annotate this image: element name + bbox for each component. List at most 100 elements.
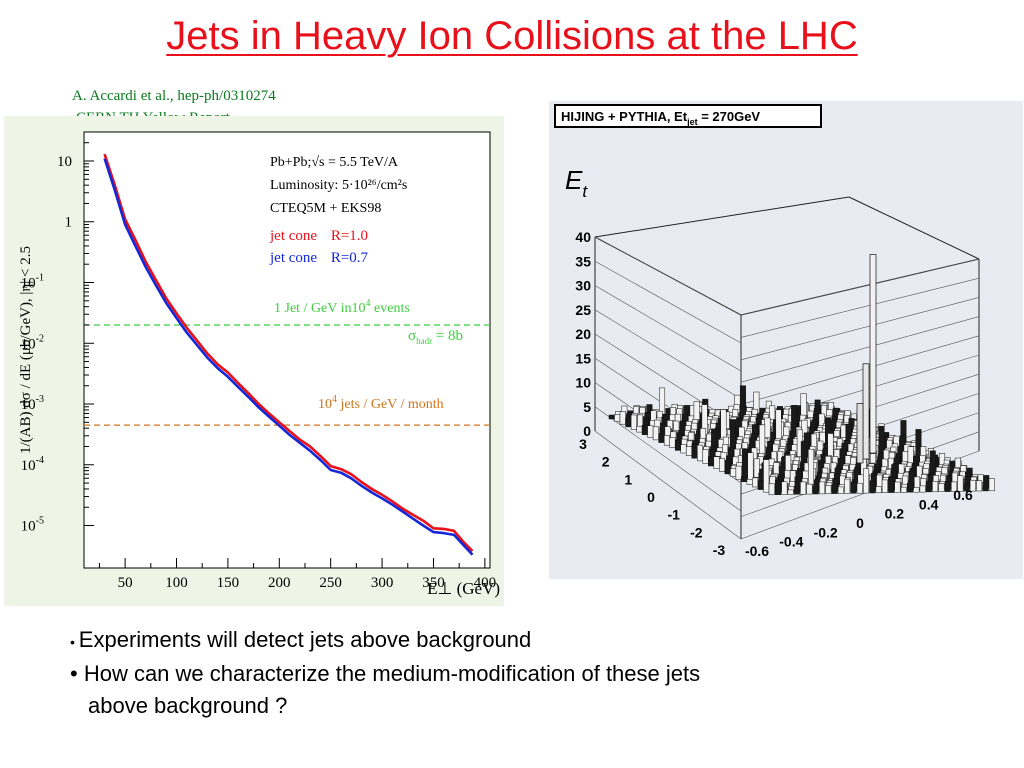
x-tick-label-100: 100 — [165, 575, 188, 591]
y-tick-label-3: 10-2 — [21, 333, 44, 352]
lego-jet-shoulder — [862, 363, 870, 460]
lego-bin — [619, 411, 626, 425]
lego-title-box — [554, 104, 822, 128]
legend-r07: jet cone R=0.7 — [269, 250, 369, 266]
lego-bin — [674, 439, 681, 451]
lego-bin — [894, 481, 901, 493]
lego-bin — [932, 481, 939, 493]
x-tick-label-50: 50 — [118, 575, 133, 591]
lego-z-label-text: E — [565, 165, 583, 195]
info-line-3: CTEQ5M + EKS98 — [270, 201, 381, 216]
lego-bin — [630, 414, 637, 430]
lego-frame-edge — [848, 196, 980, 260]
lego-bin — [702, 449, 709, 464]
y-tick-label-4: 10-3 — [21, 394, 44, 413]
lego-z-tick-10: 10 — [575, 375, 591, 391]
sigma-symbol: σ — [408, 328, 416, 344]
lego-bin — [869, 480, 876, 494]
lego-bin — [636, 425, 643, 433]
legend-r10-param: R=1.0 — [331, 228, 368, 244]
lego-grid-line — [594, 309, 742, 400]
lego-phi-tick--0.4: -0.4 — [779, 534, 803, 550]
lego-bin — [988, 478, 995, 492]
lego-title-tail: = 270GeV — [698, 109, 761, 124]
lego-bin — [913, 487, 920, 493]
lego-phi-tick--0.2: -0.2 — [814, 524, 838, 540]
lego-bin — [863, 468, 870, 494]
orange-line-label-tail: jets / GeV / month — [337, 397, 444, 412]
lego-bin — [713, 456, 720, 469]
legend-r07-text: jet cone — [269, 250, 317, 266]
lego-bin — [825, 485, 832, 495]
lego-phi-tick-0.4: 0.4 — [919, 496, 939, 512]
legend-r10: jet cone R=1.0 — [269, 228, 368, 244]
lego-bin — [719, 458, 726, 472]
lego-bin — [730, 468, 737, 477]
green-line-label-exp: 4 — [366, 298, 371, 309]
lego-jet-shoulder — [856, 403, 864, 464]
lego-bin — [747, 452, 754, 482]
lego-bin — [951, 481, 958, 492]
legend-r07-param: R=0.7 — [331, 250, 369, 266]
lego-bin — [608, 414, 615, 420]
lego-background — [549, 101, 1023, 579]
lego-grid-line — [594, 285, 742, 372]
orange-line-label-exp: 4 — [332, 394, 337, 405]
lego-bin — [831, 484, 838, 494]
slide-title: Jets in Heavy Ion Collisions at the LHC — [166, 14, 858, 58]
lego-eta-tick--1: -1 — [667, 507, 680, 523]
lego-z-tick-40: 40 — [575, 229, 591, 245]
lego-bin — [944, 481, 951, 492]
lego-z-tick-30: 30 — [575, 278, 591, 294]
jet-lego-plot: HIJING + PYTHIA, Etjet = 270GeV 40353025… — [549, 101, 1023, 579]
lego-title: HIJING + PYTHIA, Etjet = 270GeV — [561, 109, 760, 127]
lego-bin — [669, 437, 676, 448]
lego-bin — [763, 459, 770, 493]
lego-bin — [888, 476, 895, 493]
lego-bin — [806, 483, 813, 495]
sigma-annotation: σhadr = 8b — [408, 328, 463, 346]
bullet-list: • Experiments will detect jets above bac… — [70, 624, 700, 722]
y-tick-label-1: 1 — [65, 215, 73, 231]
lego-phi-tick--0.6: -0.6 — [745, 543, 769, 559]
lego-bin — [741, 448, 748, 480]
lego-grid-line — [740, 297, 980, 361]
series-line-r07 — [103, 158, 474, 556]
lego-bin — [757, 480, 764, 490]
y-tick-label-2: 10-1 — [21, 273, 44, 292]
lego-bin — [875, 486, 882, 494]
lego-bin — [982, 485, 989, 492]
lego-bin — [900, 486, 907, 493]
lego-z-tick-35: 35 — [575, 253, 591, 269]
lego-bin — [685, 446, 692, 456]
sigma-sub: hadr — [416, 336, 432, 346]
lego-eta-tick-3: 3 — [579, 436, 587, 452]
lego-bin — [691, 443, 698, 459]
lego-bin — [812, 486, 819, 495]
lego-bin — [663, 435, 670, 446]
lego-eta-tick-0: 0 — [647, 489, 655, 505]
lego-bin — [925, 480, 932, 493]
lego-bin — [680, 444, 687, 454]
bullet-text-1: Experiments will detect jets above backg… — [78, 627, 532, 652]
y-tick-label-6: 10-5 — [21, 516, 44, 535]
lego-grid-line — [594, 236, 742, 316]
lego-phi-tick-0: 0 — [856, 515, 864, 531]
lego-bin — [625, 417, 632, 428]
x-tick-label-200: 200 — [268, 575, 291, 591]
lego-bin — [768, 483, 775, 496]
legend-r10-text: jet cone — [269, 228, 317, 244]
lego-bin — [969, 479, 976, 492]
lego-bin — [850, 481, 857, 494]
lego-jet-peak — [869, 254, 877, 454]
lego-bin — [957, 475, 964, 492]
source-citation: A. Accardi et al., hep-ph/0310274 — [72, 88, 276, 104]
lego-bin — [976, 480, 983, 492]
lego-bin — [746, 479, 753, 485]
sigma-value: = 8b — [432, 328, 463, 344]
green-line-label-text: 1 Jet / GeV in10 — [274, 301, 366, 316]
x-tick-label-350: 350 — [422, 575, 445, 591]
lego-bin — [647, 425, 654, 438]
y-tick-label-5: 10-4 — [21, 455, 44, 474]
lego-z-tick-5: 5 — [583, 399, 591, 415]
